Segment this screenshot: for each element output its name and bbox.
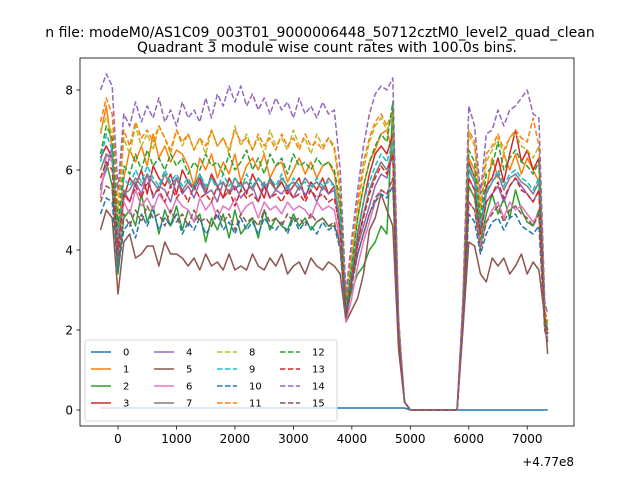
x-tick-label: 3000	[278, 432, 309, 446]
legend-label-3: 3	[123, 399, 129, 410]
x-tick-label: 5000	[395, 432, 426, 446]
x-tick-label: 0	[114, 432, 122, 446]
chart-title: Quadrant 3 module wise count rates with …	[137, 40, 517, 56]
axes-frame	[79, 57, 575, 427]
series-line-5	[99, 193, 549, 411]
y-tick-label: 6	[65, 163, 73, 177]
series-line-10	[99, 185, 549, 411]
legend-label-7: 7	[186, 399, 192, 410]
y-tick-label: 0	[65, 403, 73, 417]
figure-suptitle: n file: modeM0/AS1C09_003T01_9000006448_…	[45, 25, 594, 41]
series-layer	[99, 73, 549, 411]
y-tick-label: 4	[65, 243, 73, 257]
legend-label-5: 5	[186, 365, 192, 376]
x-offset-label: +4.77e8	[522, 455, 574, 469]
legend-label-1: 1	[123, 365, 129, 376]
legend-label-10: 10	[249, 382, 262, 393]
series-line-15	[99, 177, 549, 411]
x-axis: 0 1000 2000 3000 4000 5000 6000 7000	[114, 426, 543, 446]
legend-label-12: 12	[312, 348, 325, 359]
legend-label-0: 0	[123, 348, 129, 359]
series-line-13	[99, 153, 549, 411]
x-tick-label: 2000	[220, 432, 251, 446]
legend-label-13: 13	[312, 365, 325, 376]
y-tick-label: 8	[65, 83, 73, 97]
legend-label-2: 2	[123, 382, 129, 393]
legend-label-11: 11	[249, 399, 262, 410]
legend-label-6: 6	[186, 382, 192, 393]
series-line-14	[99, 73, 549, 411]
x-tick-label: 7000	[512, 432, 543, 446]
legend-label-8: 8	[249, 348, 255, 359]
legend-label-4: 4	[186, 348, 192, 359]
series-line-12	[99, 101, 549, 411]
legend-label-9: 9	[249, 365, 255, 376]
legend-label-14: 14	[312, 382, 325, 393]
series-line-9	[99, 133, 549, 411]
legend-box	[84, 339, 338, 422]
y-axis: 0 2 4 6 8	[65, 83, 80, 417]
legend-label-15: 15	[312, 399, 325, 410]
x-tick-label: 6000	[453, 432, 484, 446]
y-tick-label: 2	[65, 323, 73, 337]
series-line-11	[99, 97, 549, 411]
x-tick-label: 1000	[161, 432, 192, 446]
x-tick-label: 4000	[337, 432, 368, 446]
